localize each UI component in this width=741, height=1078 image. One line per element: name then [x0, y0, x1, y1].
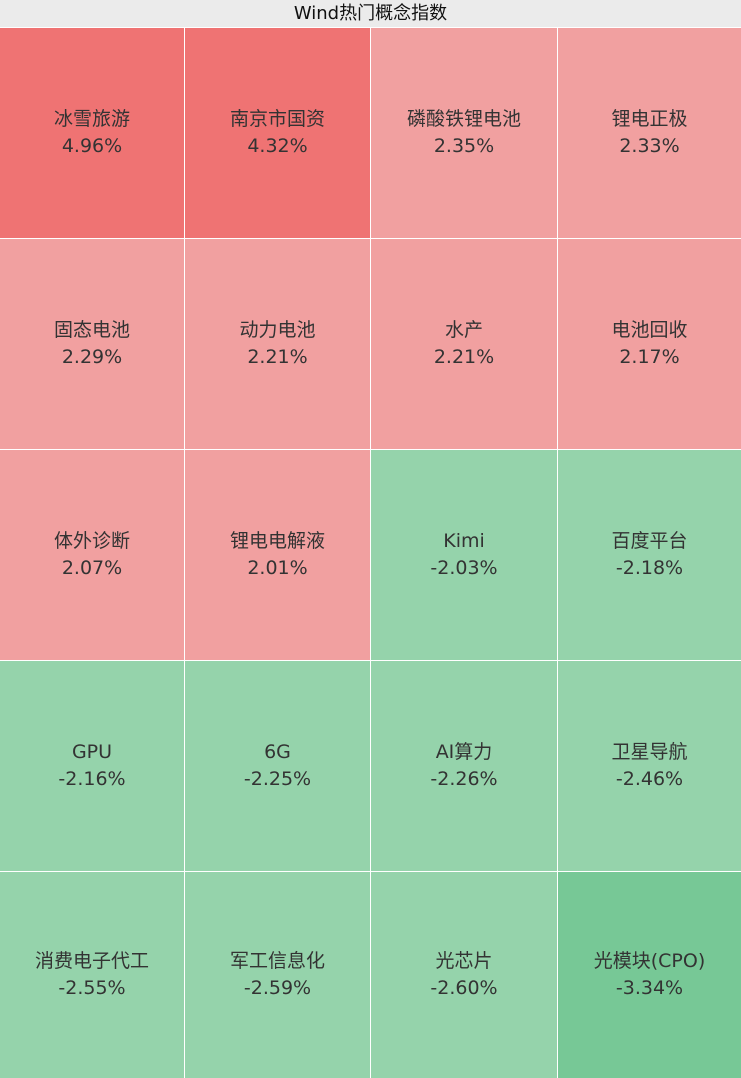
cell-value: 2.21% [433, 346, 495, 368]
heatmap-grid: 冰雪旅游 4.96% 南京市国资 4.32% 磷酸铁锂电池 2.35% 锂电正极 2.33% 固… [0, 28, 741, 1078]
cell-value: -2.60% [430, 977, 498, 999]
cell-value: -2.25% [243, 768, 312, 790]
cell-name: 卫星导航 [611, 741, 688, 763]
cell-name: 光芯片 [435, 950, 493, 972]
cell-name: 光模块(CPO) [593, 950, 706, 972]
heatmap-cell[interactable]: 6G -2.25% [185, 661, 370, 871]
cell-value: 4.96% [61, 135, 123, 157]
cell-name: 冰雪旅游 [53, 108, 130, 130]
heatmap-cell[interactable]: 体外诊断 2.07% [0, 450, 184, 660]
cell-value: -2.59% [243, 977, 312, 999]
cell-name: 消费电子代工 [34, 950, 149, 972]
heatmap-cell[interactable]: 消费电子代工 -2.55% [0, 872, 184, 1078]
cell-value: -2.26% [430, 768, 498, 790]
heatmap-cell[interactable]: 锂电正极 2.33% [558, 28, 741, 238]
cell-name: 电池回收 [611, 319, 688, 341]
cell-name: 水产 [444, 319, 483, 341]
heatmap-cell[interactable]: 水产 2.21% [371, 239, 557, 449]
cell-value: -2.55% [58, 977, 126, 999]
cell-name: GPU [71, 741, 113, 763]
heatmap-cell[interactable]: GPU -2.16% [0, 661, 184, 871]
cell-value: -3.34% [615, 977, 684, 999]
cell-value: 2.01% [247, 557, 308, 579]
heatmap-cell[interactable]: 磷酸铁锂电池 2.35% [371, 28, 557, 238]
cell-name: Kimi [443, 530, 485, 552]
cell-name: 磷酸铁锂电池 [406, 108, 521, 130]
heatmap-cell[interactable]: 冰雪旅游 4.96% [0, 28, 184, 238]
cell-name: 体外诊断 [53, 530, 130, 552]
cell-value: 2.21% [247, 346, 308, 368]
cell-name: 固态电池 [53, 319, 130, 341]
cell-name: 动力电池 [239, 319, 316, 341]
heatmap-cell[interactable]: 固态电池 2.29% [0, 239, 184, 449]
cell-name: 锂电正极 [611, 108, 688, 130]
heatmap-cell[interactable]: 卫星导航 -2.46% [558, 661, 741, 871]
heatmap-cell[interactable]: 军工信息化 -2.59% [185, 872, 370, 1078]
cell-value: -2.18% [615, 557, 684, 579]
cell-value: -2.16% [58, 768, 126, 790]
heatmap-cell[interactable]: 南京市国资 4.32% [185, 28, 370, 238]
chart-title: Wind热门概念指数 [0, 0, 741, 28]
cell-name: 6G [264, 741, 291, 763]
cell-value: 2.07% [61, 557, 123, 579]
heatmap-cell[interactable]: 动力电池 2.21% [185, 239, 370, 449]
cell-value: 2.17% [619, 346, 680, 368]
cell-value: 2.33% [619, 135, 680, 157]
heatmap-cell[interactable]: 锂电电解液 2.01% [185, 450, 370, 660]
heatmap-cell[interactable]: Kimi -2.03% [371, 450, 557, 660]
cell-value: 4.32% [247, 135, 308, 157]
cell-value: 2.29% [61, 346, 123, 368]
heatmap-cell[interactable]: 百度平台 -2.18% [558, 450, 741, 660]
cell-value: -2.46% [615, 768, 684, 790]
cell-name: AI算力 [435, 741, 493, 763]
heatmap-cell[interactable]: AI算力 -2.26% [371, 661, 557, 871]
heatmap-cell[interactable]: 电池回收 2.17% [558, 239, 741, 449]
cell-name: 锂电电解液 [229, 530, 325, 552]
heatmap-cell[interactable]: 光芯片 -2.60% [371, 872, 557, 1078]
cell-name: 百度平台 [611, 530, 688, 552]
heatmap-cell[interactable]: 光模块(CPO) -3.34% [558, 872, 741, 1078]
cell-name: 南京市国资 [229, 108, 325, 130]
cell-value: -2.03% [430, 557, 498, 579]
cell-value: 2.35% [433, 135, 495, 157]
cell-name: 军工信息化 [229, 950, 325, 972]
